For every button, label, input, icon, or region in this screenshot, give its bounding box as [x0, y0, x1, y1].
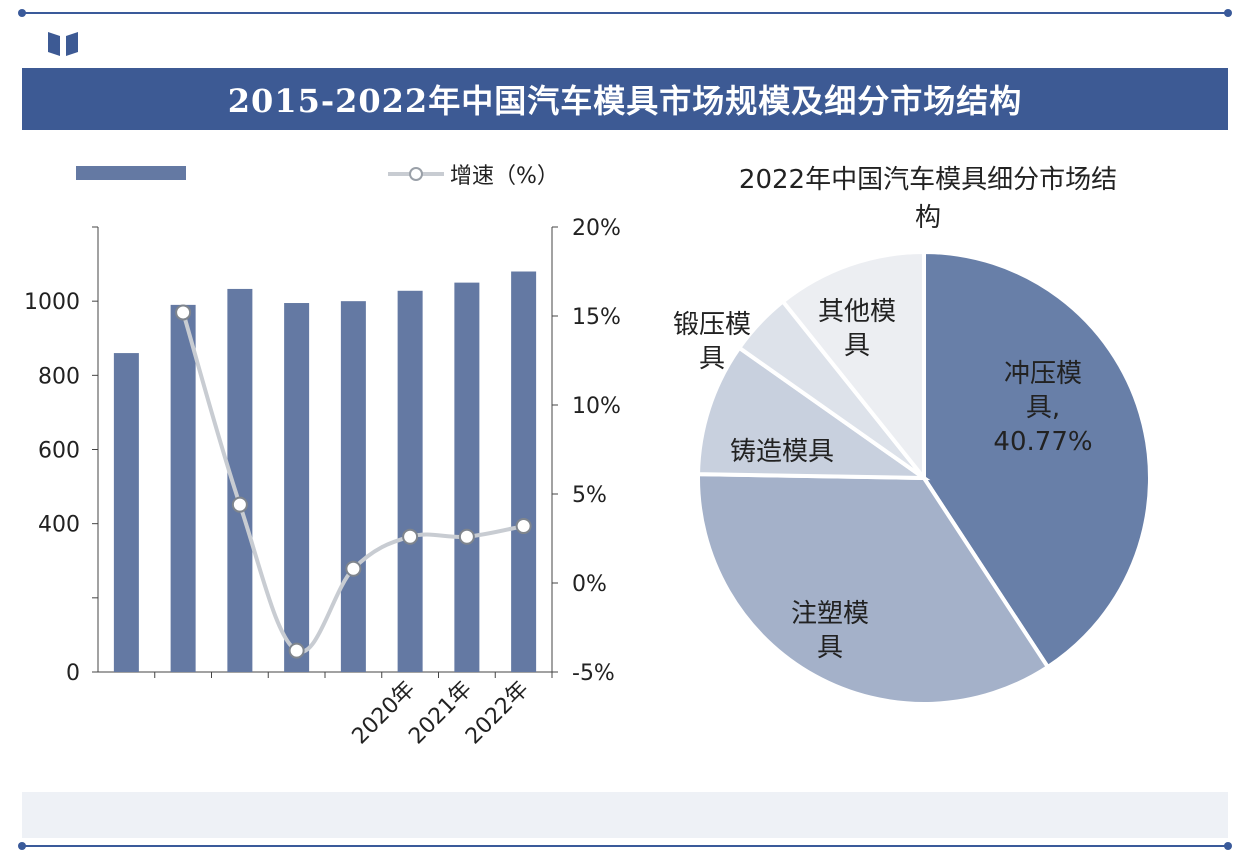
growth-point	[175, 304, 192, 321]
pie-slice-label: 具,	[1026, 393, 1060, 423]
title-banner: 2015-2022年中国汽车模具市场规模及细分市场结构	[22, 68, 1228, 130]
pie-slice	[695, 345, 931, 481]
growth-line-series	[175, 304, 532, 659]
left-tick-label: 0	[66, 661, 80, 686]
pie-slice-label: 其他模	[818, 297, 896, 327]
brand-logo	[48, 32, 78, 56]
right-tick-label: 20%	[572, 216, 621, 241]
top-border-line	[18, 9, 1232, 17]
growth-point	[345, 560, 362, 577]
footer-band	[22, 792, 1228, 838]
legend-line-marker	[409, 167, 423, 181]
bar	[511, 271, 537, 672]
bar	[397, 290, 423, 672]
legend-bar-swatch	[76, 166, 186, 180]
left-tick-label: 1000	[24, 290, 80, 315]
right-tick-label: 5%	[572, 483, 607, 508]
right-tick-label: 10%	[572, 394, 621, 419]
pie-slice-label: 40.77%	[993, 427, 1092, 457]
growth-point	[288, 642, 305, 659]
left-tick-label: 600	[38, 439, 80, 464]
pie-slice	[696, 472, 1051, 706]
right-tick-label: 0%	[572, 572, 607, 597]
pie-slice-label: 具	[817, 633, 843, 663]
legend-line-label: 增速（%）	[450, 164, 559, 189]
pie-slice-label: 注塑模	[791, 599, 869, 629]
bar	[340, 301, 366, 672]
pie-title-line2: 构	[915, 203, 941, 233]
pie-slice-label: 锻压模	[673, 310, 751, 340]
pie-slice-label: 具	[699, 344, 725, 374]
left-tick-label: 800	[38, 364, 80, 389]
growth-point	[231, 496, 248, 513]
growth-point	[515, 518, 532, 535]
pie-title-line1: 2022年中国汽车模具细分市场结	[739, 165, 1117, 195]
left-axis-ticks: 0 400 600 800 1000	[24, 226, 98, 686]
right-axis-ticks: -5% 0% 5% 10% 15% 20%	[552, 216, 621, 686]
bar	[284, 303, 310, 672]
x-tick-label: 2022年	[461, 677, 534, 750]
growth-point	[402, 528, 419, 545]
pie-slice-label: 冲压模	[1004, 359, 1082, 389]
bar-series	[113, 271, 553, 678]
x-tick-label: 2020年	[348, 677, 421, 750]
growth-point	[458, 528, 475, 545]
bar	[113, 353, 139, 672]
pie-slice	[780, 249, 926, 484]
legend: 增速（%）	[76, 164, 559, 189]
right-tick-label: -5%	[572, 661, 615, 686]
left-tick-label: 400	[38, 513, 80, 538]
x-tick-label: 2021年	[404, 677, 477, 750]
right-tick-label: 15%	[572, 305, 621, 330]
pie-slice-label: 铸造模具	[730, 437, 834, 467]
bar	[454, 282, 480, 672]
growth-line	[181, 311, 524, 654]
page-title: 2015-2022年中国汽车模具市场规模及细分市场结构	[227, 82, 1023, 120]
bottom-border-line	[18, 842, 1232, 850]
bar	[170, 304, 196, 672]
pie-slice-label: 具	[844, 331, 870, 361]
pie-chart	[695, 249, 1152, 706]
